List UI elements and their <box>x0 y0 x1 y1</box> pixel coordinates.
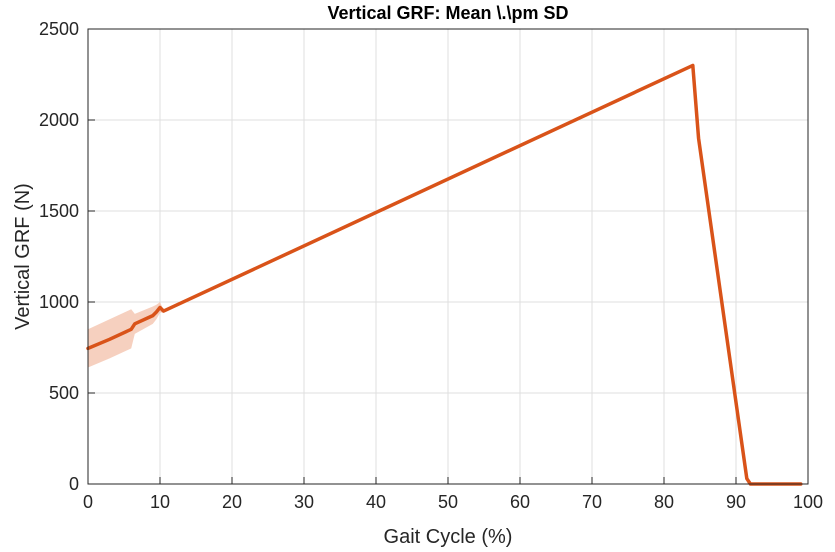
mean-line <box>86 63 803 486</box>
x-tick-label: 80 <box>654 492 674 512</box>
x-axis-title: Gait Cycle (%) <box>384 526 513 548</box>
y-tick-label: 1500 <box>39 201 79 221</box>
y-tick-label: 1000 <box>39 292 79 312</box>
x-axis-ticks: 0 10 20 30 40 50 60 70 80 90 100 <box>83 477 823 512</box>
x-tick-label: 90 <box>726 492 746 512</box>
y-tick-label: 500 <box>49 383 79 403</box>
series-layer <box>86 63 803 486</box>
x-tick-label: 60 <box>510 492 530 512</box>
x-tick-label: 20 <box>222 492 242 512</box>
x-tick-label: 0 <box>83 492 93 512</box>
x-tick-label: 70 <box>582 492 602 512</box>
y-tick-label: 0 <box>69 474 79 494</box>
x-tick-label: 40 <box>366 492 386 512</box>
x-tick-label: 50 <box>438 492 458 512</box>
x-tick-label: 100 <box>793 492 823 512</box>
chart-title: Vertical GRF: Mean \.\pm SD <box>327 3 568 23</box>
x-tick-label: 30 <box>294 492 314 512</box>
x-tick-label: 10 <box>150 492 170 512</box>
y-axis-title: Vertical GRF (N) <box>12 183 34 330</box>
y-tick-label: 2500 <box>39 19 79 39</box>
y-axis-ticks: 0 500 1000 1500 2000 2500 <box>39 19 95 494</box>
y-tick-label: 2000 <box>39 110 79 130</box>
